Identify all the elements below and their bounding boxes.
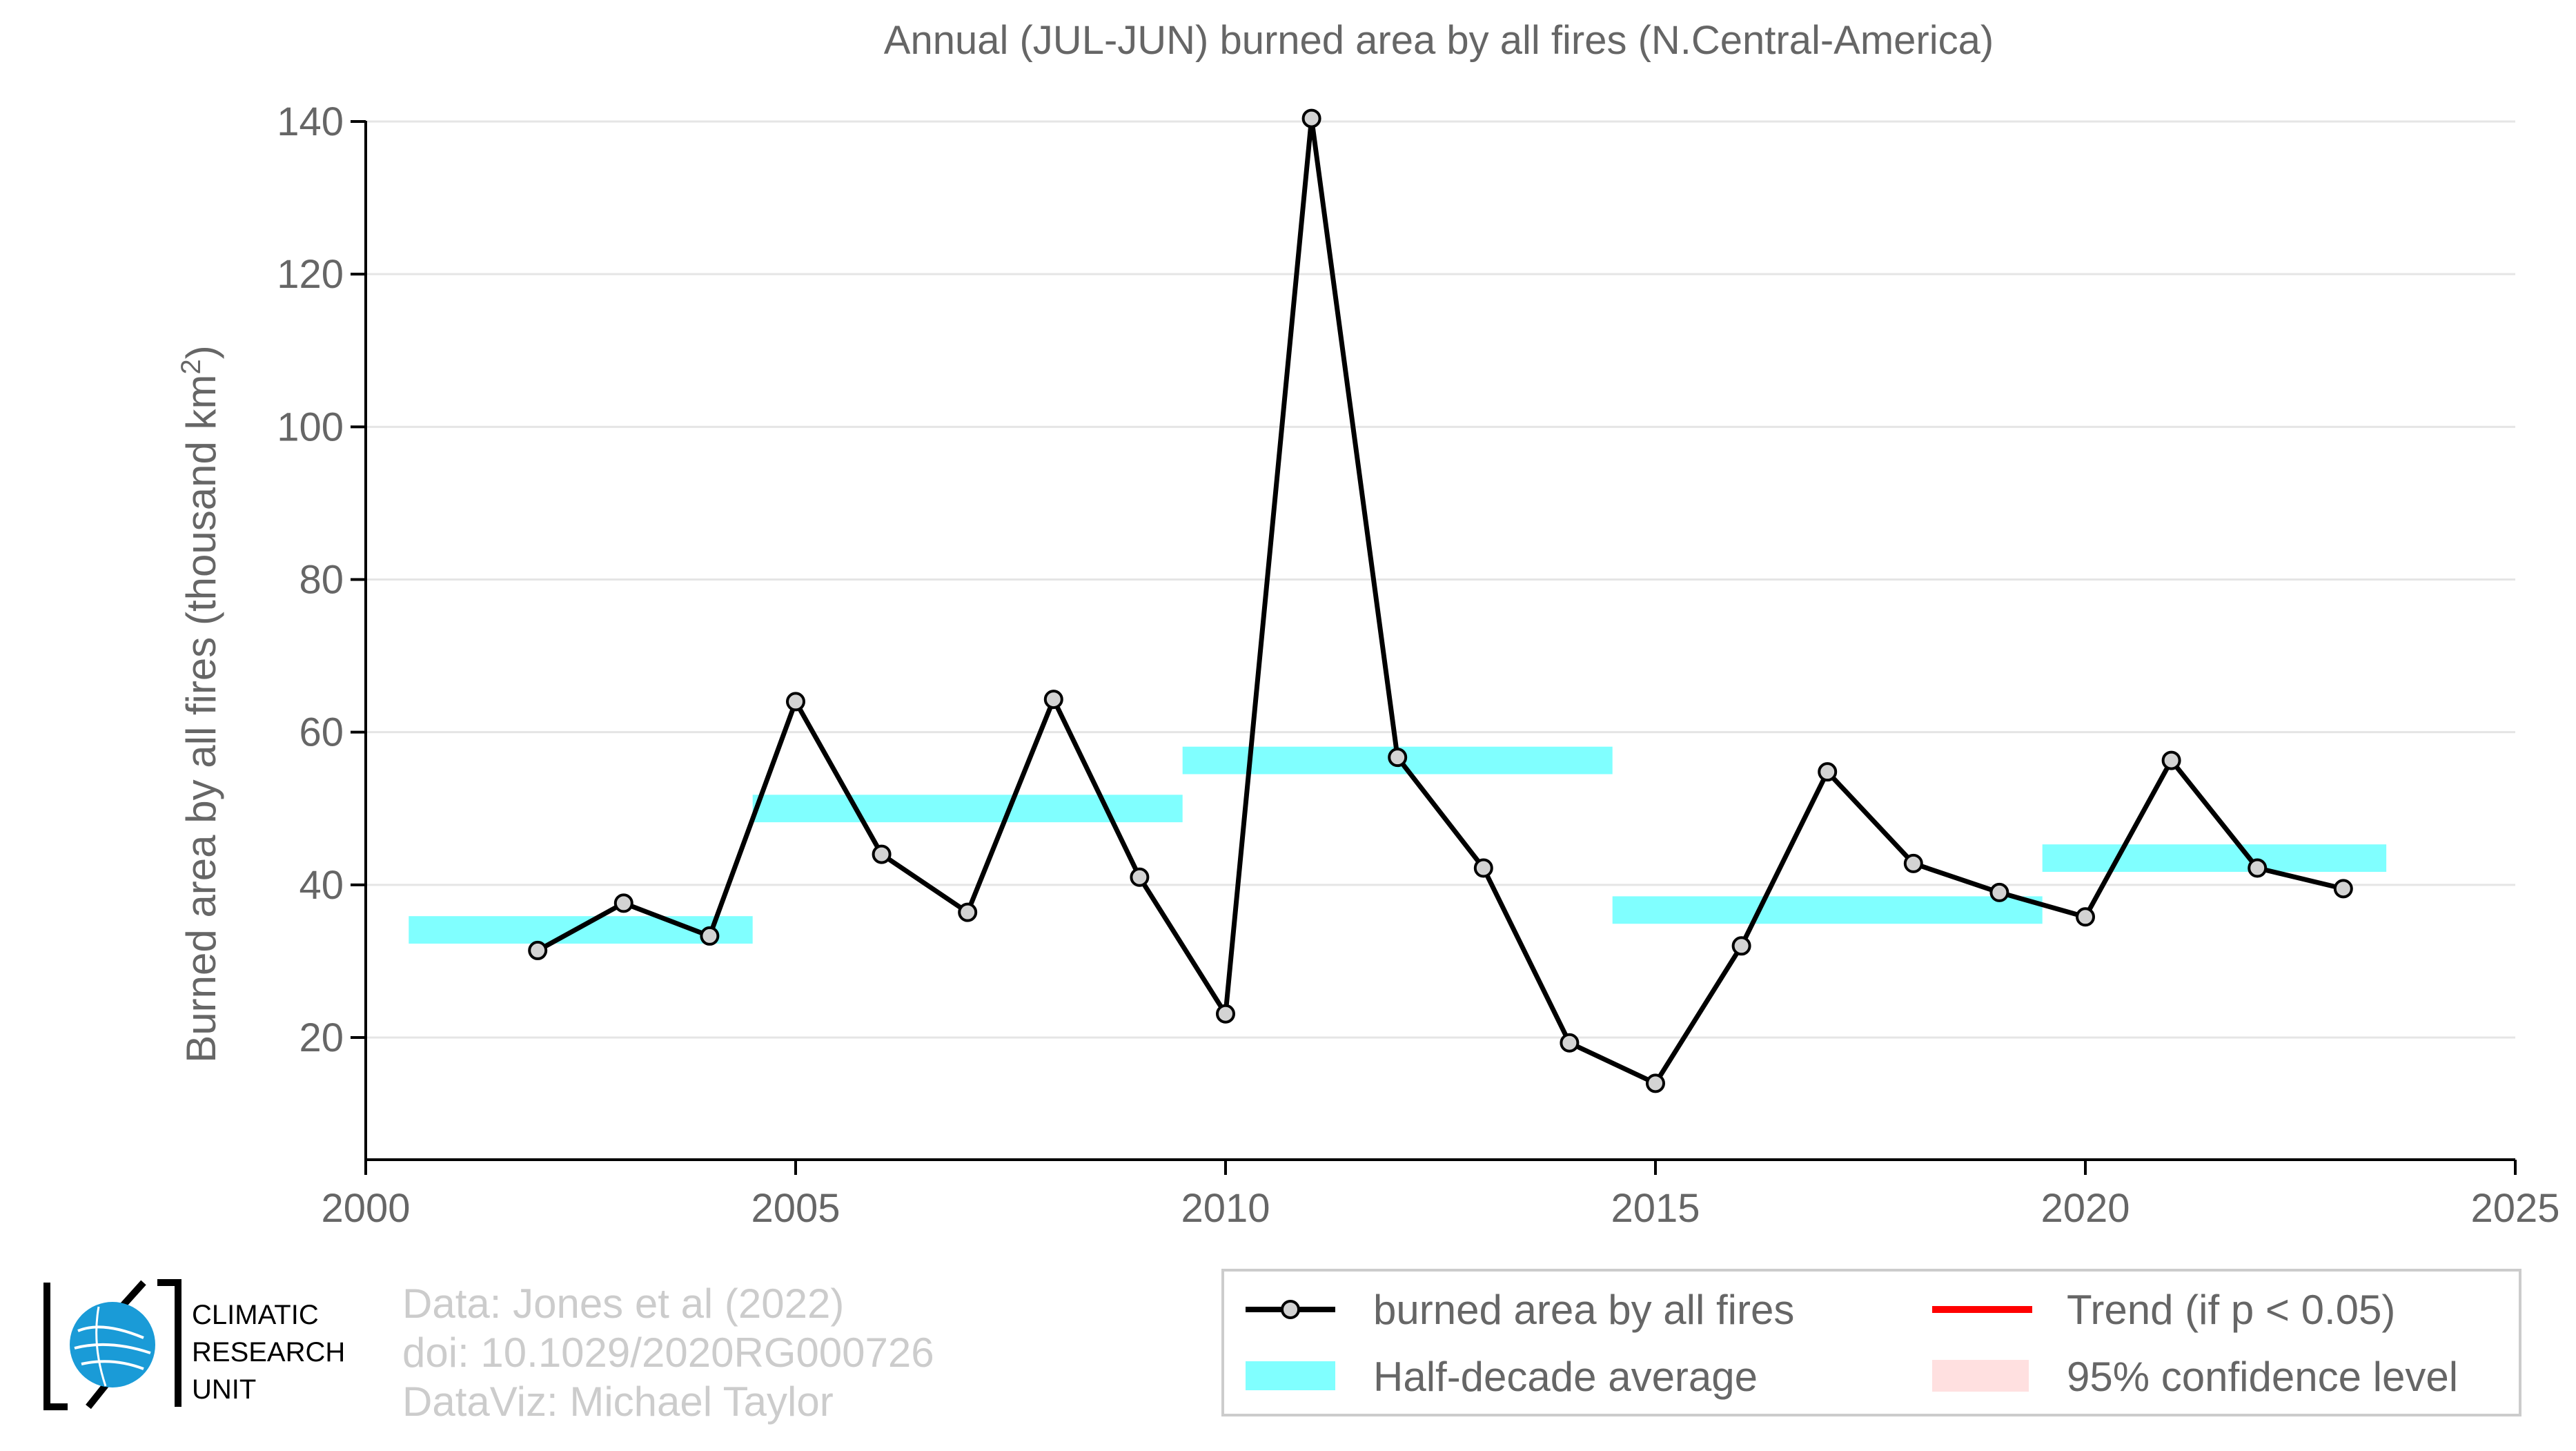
chart-title: Annual (JUL-JUN) burned area by all fire… <box>884 18 1994 63</box>
y-tick-label: 140 <box>277 99 344 144</box>
x-tick-label: 2015 <box>1611 1186 1700 1231</box>
data-point <box>1043 690 1063 710</box>
data-point <box>1560 1033 1580 1053</box>
data-point <box>872 844 892 864</box>
x-tick-label: 2005 <box>751 1186 840 1231</box>
series-line <box>536 116 2344 1086</box>
legend-label-trend: Trend (if p < 0.05) <box>2067 1287 2395 1333</box>
credit-doi: doi: 10.1029/2020RG000726 <box>402 1330 934 1376</box>
cru-logo-text: CLIMATIC RESEARCH UNIT <box>192 1296 345 1408</box>
globe-icon <box>70 1302 155 1387</box>
logo-line-2: RESEARCH <box>192 1337 346 1367</box>
legend-box <box>1221 1269 2521 1416</box>
legend-half-decade-swatch <box>1246 1361 1335 1390</box>
logo-line-3: UNIT <box>192 1374 257 1405</box>
y-tick-label: 40 <box>299 863 344 908</box>
x-tick-label: 2025 <box>2470 1186 2559 1231</box>
half-decade-bar <box>2042 844 2387 873</box>
data-point <box>613 893 633 913</box>
series-burned-area <box>528 108 2353 1093</box>
logo-line-1: CLIMATIC <box>192 1300 319 1330</box>
legend-confidence-swatch <box>1932 1360 2029 1392</box>
data-point <box>700 926 720 946</box>
gridlines <box>366 120 2515 1039</box>
data-point <box>1216 1004 1235 1024</box>
half-decade-bar <box>752 795 1183 823</box>
data-point <box>1473 858 1493 878</box>
data-point <box>1301 108 1321 128</box>
credit-dataviz: DataViz: Michael Taylor <box>402 1379 834 1425</box>
data-point <box>528 940 548 960</box>
data-point <box>2333 879 2353 899</box>
y-tick-label: 100 <box>277 405 344 449</box>
data-point <box>2248 858 2268 878</box>
data-point <box>786 692 805 712</box>
y-tick-label: 20 <box>299 1015 344 1060</box>
x-tick-label: 2020 <box>2041 1186 2130 1231</box>
data-point <box>1818 762 1838 782</box>
y-tick-label: 60 <box>299 710 344 755</box>
y-tick-label: 120 <box>277 252 344 297</box>
data-point <box>1130 867 1150 887</box>
legend-marker-swatch <box>1281 1300 1300 1319</box>
credit-data-source: Data: Jones et al (2022) <box>402 1280 845 1327</box>
axes: 20 40 60 80 100 120 140 2000 2005 2010 2015 2020 202… <box>277 99 2559 1231</box>
x-tick-label: 2000 <box>321 1186 410 1231</box>
data-point <box>1646 1073 1665 1093</box>
legend-label-half-decade: Half-decade average <box>1373 1354 1758 1400</box>
half-decade-bar <box>1612 896 2043 924</box>
data-point <box>1903 853 1923 873</box>
data-point <box>2076 907 2095 927</box>
cru-logo <box>40 1276 185 1414</box>
legend-label-confidence: 95% confidence level <box>2067 1354 2458 1400</box>
legend-label-burned-area: burned area by all fires <box>1373 1287 1794 1333</box>
data-point <box>2161 750 2181 770</box>
x-tick-label: 2010 <box>1181 1186 1270 1231</box>
data-point <box>958 902 978 922</box>
y-tick-label: 80 <box>299 558 344 603</box>
legend: burned area by all fires Trend (if p < 0… <box>1221 1269 2521 1416</box>
data-point <box>1731 936 1751 956</box>
data-point <box>1388 748 1408 768</box>
y-axis-title: Burned area by all fires (thousand km2) <box>176 345 224 1062</box>
data-point <box>1989 882 2009 902</box>
